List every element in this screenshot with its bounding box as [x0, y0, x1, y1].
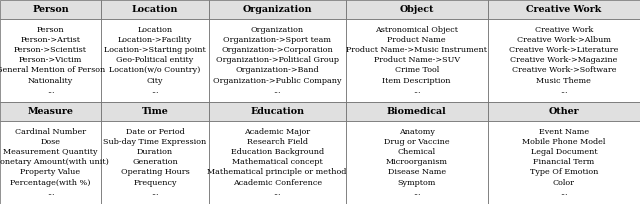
Bar: [346, 121, 488, 204]
Text: Other: Other: [548, 107, 579, 116]
Bar: [209, 0, 346, 19]
Text: Cardinal Number
Dose
Measurement Quantity
Monetary Amount(with unit)
Property Va: Cardinal Number Dose Measurement Quantit…: [0, 128, 109, 197]
Text: Measure: Measure: [28, 107, 74, 116]
Text: Biomedical: Biomedical: [387, 107, 447, 116]
Text: Person: Person: [32, 5, 69, 14]
Bar: [346, 19, 488, 102]
Text: Creative Work: Creative Work: [526, 5, 602, 14]
Bar: [488, 102, 640, 121]
Text: Location: Location: [132, 5, 178, 14]
Text: Organization: Organization: [243, 5, 312, 14]
Bar: [488, 19, 640, 102]
Text: Astronomical Object
Product Name
Product Name->Music Instrument
Product Name->SU: Astronomical Object Product Name Product…: [346, 26, 487, 95]
Text: Object: Object: [399, 5, 434, 14]
Bar: [0, 0, 101, 19]
Bar: [101, 121, 209, 204]
Text: Time: Time: [141, 107, 168, 116]
Text: Organization
Organization->Sport team
Organization->Corporation
Organization->Po: Organization Organization->Sport team Or…: [213, 26, 341, 95]
Text: Anatomy
Drug or Vaccine
Chemical
Microorganism
Disease Name
Symptom
...: Anatomy Drug or Vaccine Chemical Microor…: [384, 128, 449, 197]
Text: Person
Person->Artist
Person->Scientist
Person->Victim
General Mention of Person: Person Person->Artist Person->Scientist …: [0, 26, 105, 95]
Bar: [0, 121, 101, 204]
Bar: [101, 19, 209, 102]
Bar: [209, 121, 346, 204]
Text: Event Name
Mobile Phone Model
Legal Document
Financial Term
Type Of Emotion
Colo: Event Name Mobile Phone Model Legal Docu…: [522, 128, 605, 197]
Bar: [101, 0, 209, 19]
Bar: [346, 0, 488, 19]
Text: Date or Period
Sub-day Time Expression
Duration
Generation
Operating Hours
Frequ: Date or Period Sub-day Time Expression D…: [103, 128, 207, 197]
Bar: [0, 102, 101, 121]
Bar: [0, 19, 101, 102]
Bar: [209, 19, 346, 102]
Text: Academic Major
Research Field
Education Background
Mathematical concept
Mathemat: Academic Major Research Field Education …: [207, 128, 347, 197]
Bar: [209, 102, 346, 121]
Bar: [488, 121, 640, 204]
Bar: [346, 102, 488, 121]
Text: Education: Education: [250, 107, 304, 116]
Text: Location
Location->Facility
Location->Starting point
Geo-Political entity
Locati: Location Location->Facility Location->St…: [104, 26, 205, 95]
Text: Creative Work
Creative Work->Album
Creative Work->Literature
Creative Work->Maga: Creative Work Creative Work->Album Creat…: [509, 26, 618, 95]
Bar: [488, 0, 640, 19]
Bar: [101, 102, 209, 121]
